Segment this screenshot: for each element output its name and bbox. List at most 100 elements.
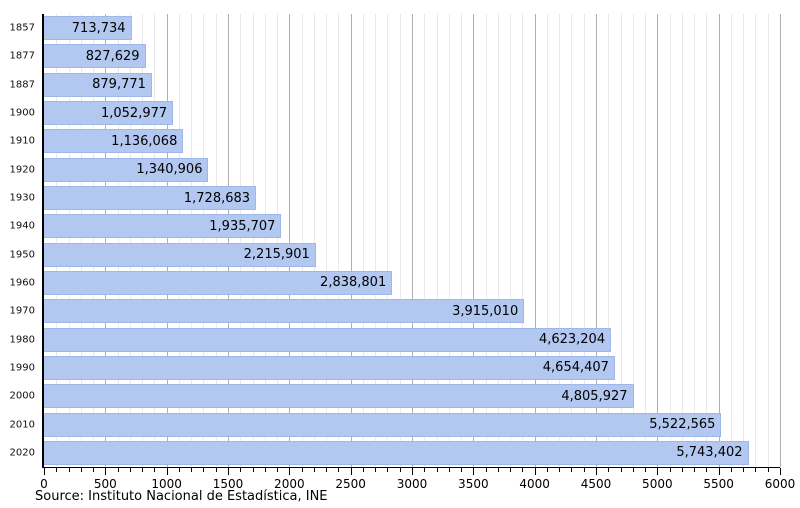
minor-gridline (203, 14, 205, 467)
x-axis-tick-label: 2000 (274, 477, 305, 491)
x-axis-minor-tick (252, 468, 254, 472)
x-axis-minor-tick (68, 468, 70, 472)
x-axis-tick-label: 1500 (212, 477, 244, 491)
bar-value-label: 1,340,906 (136, 162, 203, 178)
bar-row: 2000 4,805,927 (10, 382, 780, 410)
minor-gridline (240, 14, 242, 467)
bar-value-label: 2,838,801 (320, 275, 387, 291)
minor-gridline (301, 14, 303, 467)
minor-gridline (191, 14, 193, 467)
minor-gridline (706, 14, 708, 467)
minor-gridline (154, 14, 156, 467)
year-label: 1910 (9, 135, 35, 147)
bar-row: 1877 827,629 (10, 42, 780, 70)
x-axis-minor-tick (375, 468, 377, 472)
x-axis-major-tick (596, 468, 597, 475)
x-axis-major-tick (473, 468, 475, 475)
year-label: 1960 (9, 277, 35, 289)
x-axis-minor-tick (583, 468, 585, 472)
year-label: 1980 (9, 334, 35, 346)
bar-value-label: 4,623,204 (538, 332, 606, 348)
x-axis-minor-tick (767, 468, 769, 472)
x-axis-minor-tick (93, 468, 95, 472)
population-bar: 1,136,068 (44, 129, 184, 154)
minor-gridline (620, 14, 622, 467)
x-axis-minor-tick (681, 468, 683, 472)
x-axis-tick-label: 1000 (151, 477, 182, 491)
x-axis-minor-tick (129, 468, 131, 472)
bar-row: 2020 5,743,402 (10, 439, 780, 467)
population-bar: 879,771 (44, 72, 152, 97)
minor-gridline (497, 14, 499, 467)
population-bar: 5,743,402 (44, 440, 749, 465)
bar-value-label: 5,743,402 (676, 445, 743, 461)
x-axis-minor-tick (546, 468, 548, 472)
x-axis-major-tick (166, 468, 168, 475)
population-bar: 713,734 (44, 16, 132, 41)
bar-row: 1990 4,654,407 (10, 354, 780, 382)
x-axis-minor-tick (240, 468, 242, 472)
x-axis-minor-tick (645, 468, 647, 472)
minor-gridline (448, 14, 450, 467)
year-label: 2010 (9, 419, 35, 431)
x-axis-minor-tick (362, 468, 364, 472)
population-bar: 1,935,707 (44, 214, 282, 239)
minor-gridline (399, 14, 401, 467)
x-axis-minor-tick (326, 468, 328, 472)
minor-gridline (387, 14, 389, 467)
population-bar: 1,728,683 (44, 186, 257, 211)
population-bar: 5,522,565 (44, 412, 722, 437)
minor-gridline (436, 14, 438, 467)
x-axis-minor-tick (56, 468, 58, 472)
minor-gridline (338, 14, 340, 467)
minor-gridline (743, 14, 745, 467)
year-label: 1887 (9, 79, 35, 91)
minor-gridline (117, 14, 119, 467)
x-axis-minor-tick (264, 468, 266, 472)
x-axis-minor-tick (448, 468, 450, 472)
x-axis-minor-tick (559, 468, 561, 472)
minor-gridline (178, 14, 180, 467)
population-bar: 2,215,901 (44, 242, 316, 267)
year-label: 1877 (9, 50, 35, 62)
x-axis-minor-tick (277, 468, 279, 472)
x-axis-major-tick (780, 468, 781, 475)
minor-gridline (326, 14, 328, 467)
minor-gridline (510, 14, 512, 467)
minor-gridline (461, 14, 463, 467)
bar-row: 1950 2,215,901 (10, 241, 780, 269)
grid-layer (44, 14, 781, 467)
minor-gridline (546, 14, 548, 467)
major-gridline (473, 14, 475, 467)
major-gridline (105, 14, 107, 467)
minor-gridline (730, 14, 732, 467)
x-axis-major-tick (657, 468, 659, 475)
bar-row: 1980 4,623,204 (10, 325, 780, 353)
x-axis-tick-label: 0 (40, 477, 48, 491)
population-bar: 3,915,010 (44, 299, 525, 324)
x-axis-minor-tick (178, 468, 180, 472)
population-bar: 2,838,801 (44, 270, 393, 295)
bar-value-label: 2,215,901 (243, 247, 310, 263)
major-gridline (657, 14, 659, 467)
x-axis-minor-tick (743, 468, 745, 472)
minor-gridline (559, 14, 561, 467)
x-axis-major-tick (412, 468, 413, 475)
bar-row: 1857 713,734 (10, 14, 780, 42)
minor-gridline (669, 14, 671, 467)
bar-value-label: 1,136,068 (111, 133, 178, 149)
x-axis-minor-tick (755, 468, 757, 472)
x-axis-tick-label: 3500 (458, 477, 489, 491)
x-axis-minor-tick (301, 468, 303, 472)
x-axis-minor-tick (485, 468, 487, 472)
major-gridline (718, 14, 720, 467)
bar-row: 1960 2,838,801 (10, 269, 780, 297)
bar-row: 1887 879,771 (10, 71, 780, 99)
x-axis-minor-tick (522, 468, 524, 472)
minor-gridline (264, 14, 266, 467)
minor-gridline (68, 14, 70, 467)
x-axis-tick-label: 2500 (335, 477, 366, 491)
minor-gridline (485, 14, 487, 467)
year-label: 2020 (9, 447, 35, 459)
